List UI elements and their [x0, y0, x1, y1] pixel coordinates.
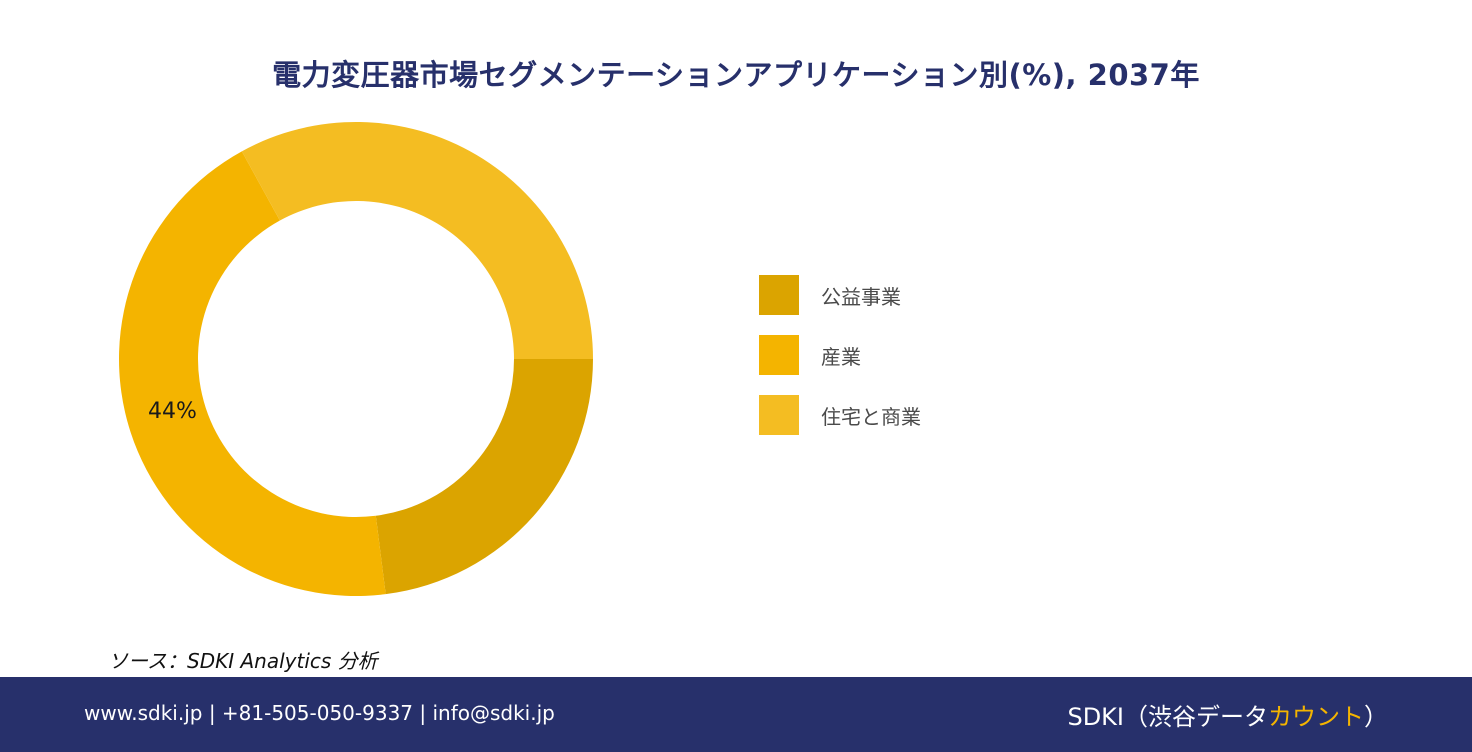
brand-prefix: SDKI（渋谷データ — [1067, 703, 1268, 731]
footer-contact: www.sdki.jp | +81-505-050-9337 | info@sd… — [84, 701, 555, 725]
legend-label-industrial: 産業 — [821, 344, 861, 369]
legend-item-industrial: 産業 — [759, 335, 921, 375]
donut-labels: 44% — [148, 399, 197, 424]
legend-label-utilities: 公益事業 — [821, 284, 901, 309]
brand-accent: カウント — [1268, 703, 1364, 731]
brand-suffix: ） — [1364, 703, 1388, 731]
footer-bar: www.sdki.jp | +81-505-050-9337 | info@sd… — [0, 677, 1472, 752]
chart-legend: 公益事業 産業 住宅と商業 — [759, 275, 921, 455]
legend-label-residential-commercial: 住宅と商業 — [821, 404, 921, 429]
slice-residential-commercial — [241, 122, 593, 359]
footer-brand: SDKI（渋谷データカウント） — [1067, 697, 1388, 732]
chart-title: 電力変圧器市場セグメンテーションアプリケーション別(%), 2037年 — [272, 58, 1200, 92]
legend-swatch-residential-commercial — [759, 395, 799, 435]
source-note: ソース：SDKI Analytics 分析 — [108, 649, 378, 673]
slice-utilities — [375, 359, 593, 595]
legend-item-utilities: 公益事業 — [759, 275, 921, 315]
data-label-industrial: 44% — [148, 399, 197, 424]
slice-industrial — [119, 151, 386, 597]
donut-slices — [119, 122, 593, 597]
donut-chart: 44% — [119, 122, 593, 597]
legend-swatch-industrial — [759, 335, 799, 375]
legend-item-residential-commercial: 住宅と商業 — [759, 395, 921, 435]
legend-swatch-utilities — [759, 275, 799, 315]
